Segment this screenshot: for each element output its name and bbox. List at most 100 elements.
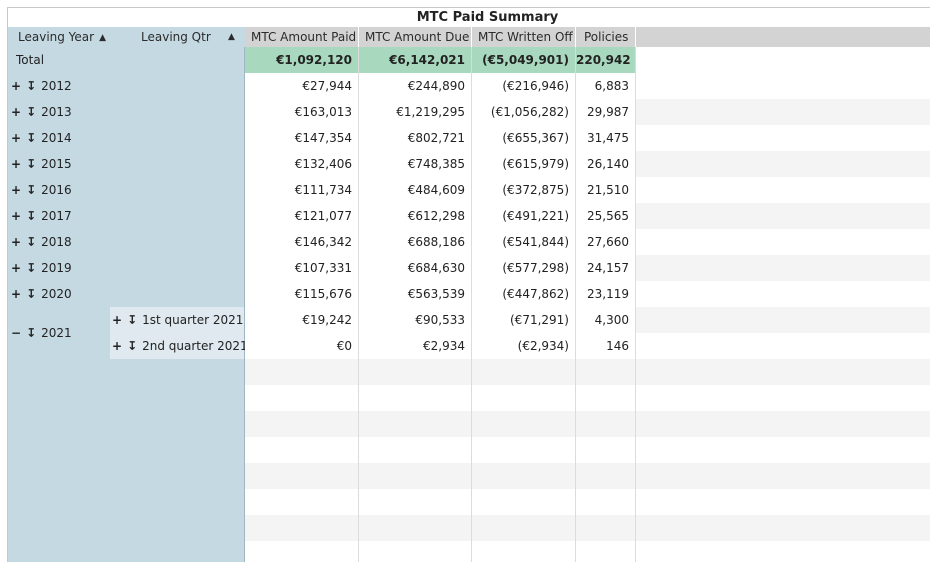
header-leaving-qtr[interactable]: Leaving Qtr xyxy=(141,27,211,47)
header-leaving-qtr-label: Leaving Qtr xyxy=(141,30,211,44)
quarter-cell-bg xyxy=(110,333,244,359)
drill-down-icon[interactable]: ↧ xyxy=(26,209,38,223)
row-label-q2-2021[interactable]: + ↧ 2nd quarter 2021 xyxy=(112,333,248,359)
sort-ascending-icon[interactable]: ▲ xyxy=(228,32,235,42)
collapse-icon[interactable]: − xyxy=(11,326,23,340)
drill-down-icon[interactable]: ↧ xyxy=(26,105,38,119)
cell-written-off: (€577,298) xyxy=(502,261,569,275)
row-label-2013[interactable]: + ↧ 2013 xyxy=(11,99,72,125)
band xyxy=(245,489,930,515)
cell-amount-due: €748,385 xyxy=(407,157,465,171)
drill-down-icon[interactable]: ↧ xyxy=(127,313,139,327)
total-row-highlight xyxy=(245,47,636,73)
row-label-2012[interactable]: + ↧ 2012 xyxy=(11,73,72,99)
cell-policies: 4,300 xyxy=(594,313,629,327)
band xyxy=(245,359,930,385)
column-header-row: MTC Amount Paid MTC Amount Due MTC Writt… xyxy=(245,27,930,47)
cell-written-off: (€615,979) xyxy=(502,157,569,171)
header-policies[interactable]: Policies xyxy=(584,30,629,44)
band xyxy=(245,437,930,463)
sort-ascending-icon[interactable]: ▲ xyxy=(99,32,107,43)
year-label: 2017 xyxy=(41,209,72,223)
row-label-2016[interactable]: + ↧ 2016 xyxy=(11,177,72,203)
year-label: 2014 xyxy=(41,131,72,145)
header-leaving-year-label: Leaving Year xyxy=(18,30,95,44)
drill-down-icon[interactable]: ↧ xyxy=(26,79,38,93)
row-label-2020[interactable]: + ↧ 2020 xyxy=(11,281,72,307)
drill-down-icon[interactable]: ↧ xyxy=(26,183,38,197)
cell-policies: 6,883 xyxy=(594,79,629,93)
cell-amount-paid: €132,406 xyxy=(294,157,352,171)
cell-amount-due: €802,721 xyxy=(407,131,465,145)
total-amount-paid: €1,092,120 xyxy=(276,53,352,67)
expand-icon[interactable]: + xyxy=(11,287,23,301)
quarter-label: 1st quarter 2021 xyxy=(142,313,244,327)
cell-written-off: (€2,934) xyxy=(517,339,569,353)
cell-written-off: (€1,056,282) xyxy=(490,105,569,119)
cell-amount-paid: €163,013 xyxy=(294,105,352,119)
expand-icon[interactable]: + xyxy=(112,339,124,353)
cell-amount-due: €244,890 xyxy=(407,79,465,93)
drill-down-icon[interactable]: ↧ xyxy=(26,131,38,145)
drill-down-icon[interactable]: ↧ xyxy=(26,157,38,171)
expand-icon[interactable]: + xyxy=(11,105,23,119)
year-label: 2012 xyxy=(41,79,72,93)
cell-amount-due: €484,609 xyxy=(407,183,465,197)
row-label-2018[interactable]: + ↧ 2018 xyxy=(11,229,72,255)
band xyxy=(245,411,930,437)
row-bg xyxy=(245,177,636,203)
row-bg xyxy=(245,333,636,359)
row-dimension-header: Leaving Year ▲ Leaving Qtr ▲ xyxy=(8,27,245,47)
header-mtc-amount-paid[interactable]: MTC Amount Paid xyxy=(251,30,357,44)
drill-down-icon[interactable]: ↧ xyxy=(26,235,38,249)
cell-written-off: (€447,862) xyxy=(502,287,569,301)
row-label-2021[interactable]: − ↧ 2021 xyxy=(11,320,72,346)
cell-amount-due: €684,630 xyxy=(407,261,465,275)
expand-icon[interactable]: + xyxy=(112,313,124,327)
expand-icon[interactable]: + xyxy=(11,261,23,275)
cell-policies: 26,140 xyxy=(587,157,629,171)
row-label-2019[interactable]: + ↧ 2019 xyxy=(11,255,72,281)
grid-line xyxy=(635,47,636,562)
row-bg xyxy=(245,125,636,151)
header-mtc-amount-due[interactable]: MTC Amount Due xyxy=(365,30,470,44)
expand-icon[interactable]: + xyxy=(11,157,23,171)
drill-down-icon[interactable]: ↧ xyxy=(26,261,38,275)
row-label-2015[interactable]: + ↧ 2015 xyxy=(11,151,72,177)
row-label-2017[interactable]: + ↧ 2017 xyxy=(11,203,72,229)
quarter-cell-bg xyxy=(110,307,244,333)
row-bg xyxy=(245,307,636,333)
band xyxy=(245,385,930,411)
cell-written-off: (€216,946) xyxy=(502,79,569,93)
row-header-pane: Total + ↧ 2012 + ↧ 2013 + ↧ 2014 + ↧ 2015 + ↧ 2016… xyxy=(8,47,248,562)
year-label: 2015 xyxy=(41,157,72,171)
cell-policies: 31,475 xyxy=(587,131,629,145)
header-mtc-written-off[interactable]: MTC Written Off xyxy=(478,30,573,44)
grid-line xyxy=(358,47,359,562)
header-leaving-year[interactable]: Leaving Year ▲ xyxy=(18,27,106,47)
cell-amount-due: €2,934 xyxy=(423,339,465,353)
cell-policies: 24,157 xyxy=(587,261,629,275)
drill-down-icon[interactable]: ↧ xyxy=(26,326,38,340)
expand-icon[interactable]: + xyxy=(11,131,23,145)
cell-policies: 27,660 xyxy=(587,235,629,249)
cell-amount-paid: €147,354 xyxy=(294,131,352,145)
expand-icon[interactable]: + xyxy=(11,209,23,223)
cell-policies: 146 xyxy=(606,339,629,353)
cell-written-off: (€372,875) xyxy=(502,183,569,197)
row-bg xyxy=(245,73,636,99)
drill-down-icon[interactable]: ↧ xyxy=(26,287,38,301)
cell-policies: 25,565 xyxy=(587,209,629,223)
cell-policies: 23,119 xyxy=(587,287,629,301)
expand-icon[interactable]: + xyxy=(11,79,23,93)
expand-icon[interactable]: + xyxy=(11,235,23,249)
row-label-2014[interactable]: + ↧ 2014 xyxy=(11,125,72,151)
year-label: 2016 xyxy=(41,183,72,197)
data-grid: €1,092,120 €6,142,021 (€5,049,901) 220,9… xyxy=(245,47,930,562)
cell-amount-due: €612,298 xyxy=(407,209,465,223)
pivot-table: MTC Paid Summary Leaving Year ▲ Leaving Q… xyxy=(7,7,930,562)
drill-down-icon[interactable]: ↧ xyxy=(127,339,139,353)
expand-icon[interactable]: + xyxy=(11,183,23,197)
row-label-q1-2021[interactable]: + ↧ 1st quarter 2021 xyxy=(112,307,243,333)
column-divider xyxy=(471,27,472,47)
